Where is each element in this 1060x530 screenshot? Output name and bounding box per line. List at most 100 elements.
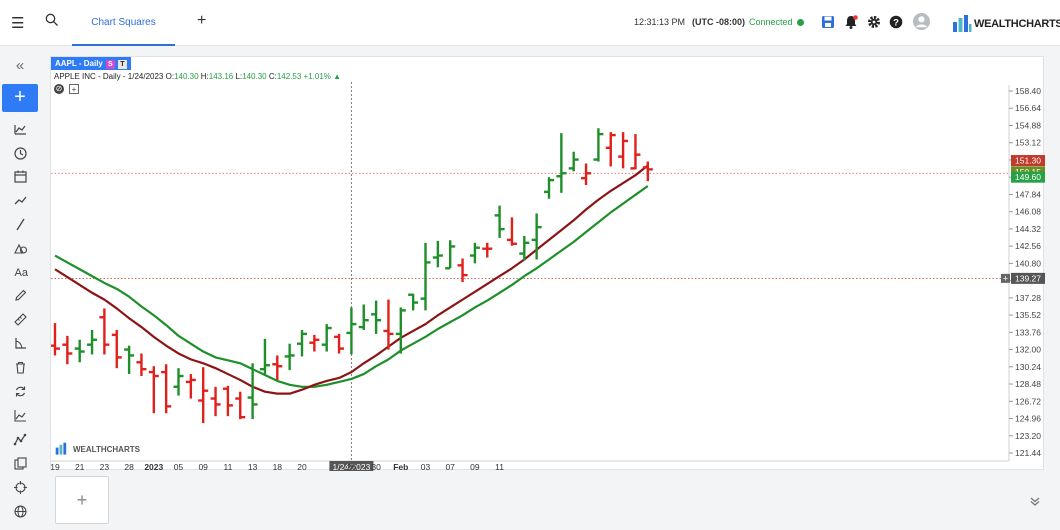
- expand-indicators-icon[interactable]: +: [69, 84, 79, 94]
- badge-s[interactable]: S: [105, 60, 115, 69]
- x-tick-label: 09: [470, 462, 480, 471]
- ohlc-bar: [247, 363, 258, 420]
- ohlc-bar: [420, 242, 431, 311]
- tool-chart-type-icon[interactable]: [0, 404, 40, 426]
- svg-text:139.27: 139.27: [1015, 273, 1041, 283]
- watermark-text-b: CHARTS: [106, 444, 140, 454]
- tool-layers-icon[interactable]: [0, 452, 40, 474]
- ohlc-bar: [544, 177, 554, 199]
- y-tick-label: 144.32: [1015, 224, 1041, 234]
- tool-pencil-icon[interactable]: [0, 284, 40, 306]
- ohlc-bar: [284, 343, 295, 371]
- line-icon: [15, 218, 25, 230]
- tool-crosshair-icon[interactable]: [0, 476, 40, 498]
- x-tick-label: 07: [445, 462, 455, 471]
- y-tick-label: 147.84: [1015, 189, 1041, 199]
- ohlc-bar: [309, 334, 320, 352]
- add-button[interactable]: +: [2, 84, 38, 112]
- tool-line-icon[interactable]: [0, 213, 40, 235]
- x-tick-label: 19: [51, 462, 60, 471]
- x-tick-label: 28: [124, 462, 134, 471]
- badge-t[interactable]: T: [117, 60, 127, 69]
- trend-icon: [14, 196, 27, 204]
- symbol-tag[interactable]: AAPL - Daily S T: [51, 57, 131, 70]
- help-icon[interactable]: ?: [888, 13, 904, 31]
- chart-panel: 158.40156.64154.88153.12151.36149.60147.…: [50, 56, 1045, 471]
- zigzag-icon: [13, 433, 26, 445]
- svg-text:+: +: [1003, 273, 1008, 283]
- tool-text-icon[interactable]: Aa: [0, 260, 40, 282]
- x-tick-label: 05: [174, 462, 184, 471]
- tool-zigzag-icon[interactable]: [0, 428, 40, 450]
- hamburger-icon[interactable]: ☰: [11, 15, 25, 32]
- ohlc-bar: [457, 258, 468, 282]
- tool-trash-icon[interactable]: [0, 356, 40, 378]
- ohlc-bar: [630, 134, 641, 170]
- crosshair-date-label: 1/24/2023: [332, 462, 370, 471]
- change-up-icon: ▲: [333, 72, 342, 81]
- ohlc-bar: [259, 338, 270, 375]
- tool-angle-icon[interactable]: [0, 332, 40, 354]
- ohlc-bar: [531, 213, 542, 260]
- ohlc-bar: [556, 133, 567, 193]
- tool-globe-icon[interactable]: [0, 500, 40, 522]
- ohlc-bar: [642, 161, 653, 182]
- ohlc-bar: [124, 345, 135, 375]
- globe-icon: [13, 504, 27, 518]
- add-tab-button[interactable]: +: [197, 12, 207, 29]
- drawing-toolbar: « + Aa: [0, 46, 40, 530]
- watermark-text-a: WEALTH: [73, 444, 107, 454]
- tool-sync-icon[interactable]: [0, 380, 40, 402]
- moving-average-line-2: [54, 164, 649, 395]
- tool-clock-icon[interactable]: [0, 142, 40, 164]
- tool-shapes-icon[interactable]: [0, 237, 40, 259]
- price-chart[interactable]: 158.40156.64154.88153.12151.36149.60147.…: [51, 57, 1045, 471]
- ohlc-bar: [494, 205, 505, 238]
- status-dot-icon: [796, 19, 804, 26]
- symbol-label: AAPL - Daily: [55, 59, 103, 68]
- new-chart-button[interactable]: +: [55, 476, 109, 524]
- ohlc-bar: [297, 329, 307, 357]
- y-tick-label: 137.28: [1015, 293, 1041, 303]
- y-tick-label: 158.40: [1015, 86, 1041, 96]
- tab-chart-squares[interactable]: Chart Squares: [72, 0, 175, 46]
- x-tick-label: 26: [347, 462, 357, 471]
- search-icon[interactable]: [45, 13, 59, 31]
- tool-indicators-icon[interactable]: [0, 118, 40, 140]
- clock-icon: [13, 146, 27, 160]
- alert-bell-icon[interactable]: [843, 13, 859, 31]
- avatar-icon[interactable]: [912, 12, 931, 31]
- clock-readout: 12:31:13 PM: [634, 17, 686, 27]
- ohlc-bar: [235, 391, 246, 420]
- y-tick-label: 156.64: [1015, 103, 1041, 113]
- x-tick-label: 21: [75, 462, 85, 471]
- x-tick-label: 09: [198, 462, 208, 471]
- ohlc-bar: [432, 240, 443, 268]
- crosshair-icon: [13, 480, 27, 494]
- x-tick-label: Feb: [393, 462, 408, 471]
- ohlc-bar: [148, 366, 159, 414]
- collapse-sidebar-button[interactable]: «: [15, 56, 25, 74]
- ohlc-bar: [383, 299, 394, 350]
- ohlc-bar: [346, 307, 357, 355]
- tool-ruler-icon[interactable]: [0, 308, 40, 330]
- save-icon[interactable]: [820, 13, 836, 31]
- svg-text:Aa: Aa: [14, 267, 28, 279]
- indicators-icon: [13, 124, 26, 135]
- ohlc-bar: [445, 240, 456, 270]
- chart-type-icon: [13, 409, 26, 422]
- ohlc-bar: [482, 242, 493, 258]
- ohlc-close: 142.53: [276, 72, 302, 81]
- expand-panel-icon[interactable]: [1030, 495, 1040, 509]
- watermark-logo-icon: [55, 442, 67, 455]
- ohlc-bar: [321, 324, 332, 352]
- tool-trend-icon[interactable]: [0, 189, 40, 211]
- tool-calendar-icon[interactable]: [0, 165, 40, 187]
- hide-indicators-icon[interactable]: ⊘: [54, 84, 64, 94]
- svg-text:149.60: 149.60: [1015, 172, 1041, 182]
- brand-text-b: CHARTS: [1018, 18, 1060, 30]
- y-tick-label: 128.48: [1015, 379, 1041, 389]
- ohlc-bar: [222, 385, 233, 417]
- y-tick-label: 132.00: [1015, 345, 1041, 355]
- gear-icon[interactable]: [866, 13, 882, 31]
